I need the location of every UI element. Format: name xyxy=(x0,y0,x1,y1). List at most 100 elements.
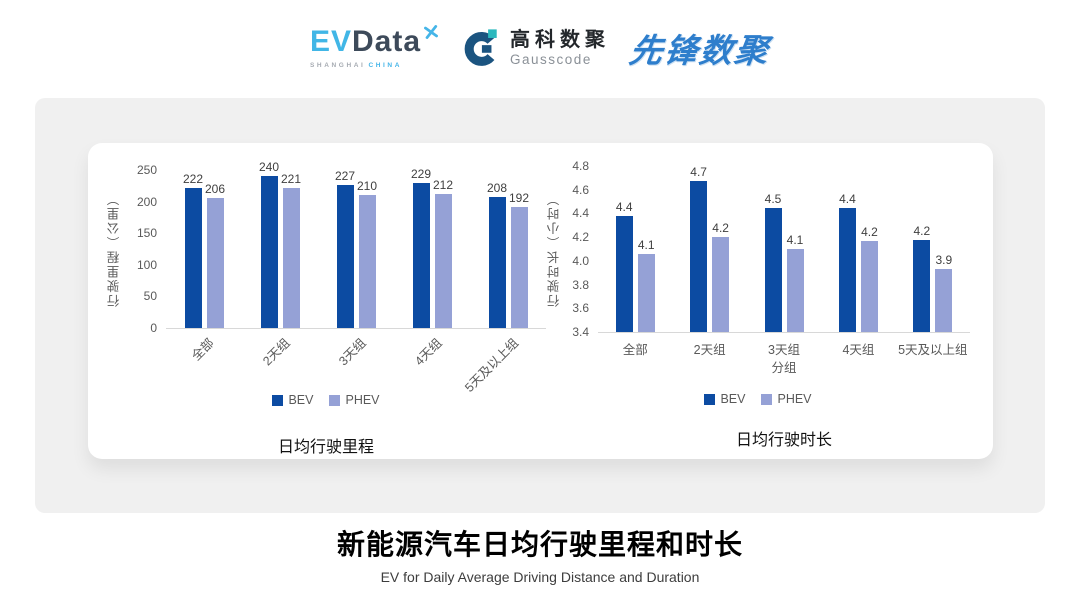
y-tick-label: 150 xyxy=(136,226,157,241)
y-tick-label: 4.8 xyxy=(572,159,589,173)
legend-swatch-phev xyxy=(329,394,341,406)
bar-bev: 4.5 xyxy=(764,193,782,332)
chart-panel: 行驶里程（公里） 250 200 150 100 50 0 222 206 240 221 227 21… xyxy=(35,98,1045,513)
y-tick-label: 4.2 xyxy=(572,230,589,245)
legend-swatch-bev xyxy=(272,394,284,406)
x-cell: 4天组 xyxy=(394,329,470,381)
bar-group: 222 206 xyxy=(166,170,242,328)
x-cell: 4天组 xyxy=(821,333,895,357)
legend: BEV PHEV xyxy=(106,393,546,407)
bar-rect-phev xyxy=(786,249,804,332)
y-axis-title: 行驶里程（公里） xyxy=(107,191,122,308)
bar-value-label: 208 xyxy=(486,180,508,195)
bar-bev: 229 xyxy=(411,168,431,328)
bar-rect-bev xyxy=(615,215,633,332)
x-cell: 5天及以上组 xyxy=(896,333,970,357)
bar-rect-bev xyxy=(690,181,708,332)
subtitle: EV for Daily Average Driving Distance an… xyxy=(380,569,700,585)
bar-value-label: 4.1 xyxy=(786,233,804,247)
bar-bev: 4.7 xyxy=(690,166,708,332)
evdata-subtitle-shanghai: SHANGHAI xyxy=(309,62,366,69)
bar-rect-bev xyxy=(488,196,506,328)
bar-value-label: 4.2 xyxy=(913,223,931,238)
bar-phev: 210 xyxy=(357,180,377,328)
bar-rect-phev xyxy=(282,188,300,328)
bar-value-label: 229 xyxy=(410,167,432,182)
y-tick-label: 3.4 xyxy=(572,325,589,339)
chart-body: 行驶里程（公里） 250 200 150 100 50 0 222 206 240 221 227 21… xyxy=(106,161,546,334)
bar-rect-phev xyxy=(358,195,376,328)
bar-phev: 4.1 xyxy=(786,234,804,332)
legend-label: BEV xyxy=(720,392,746,406)
bar-phev: 3.9 xyxy=(935,254,953,332)
bar-value-label: 4.4 xyxy=(839,191,856,206)
legend-swatch-bev xyxy=(704,393,716,405)
evdata-subtitle-china: CHINA xyxy=(368,62,403,69)
bar-group: 240 221 xyxy=(242,161,318,328)
bar-value-label: 3.9 xyxy=(935,253,953,268)
x-cell: 5天及以上组 xyxy=(462,329,546,395)
x-cell: 3天组 xyxy=(747,333,821,357)
legend-swatch-phev xyxy=(761,393,773,405)
legend-item: BEV xyxy=(272,393,313,407)
bar-value-label: 222 xyxy=(182,171,204,186)
y-axis-title: 行驶时长（小时） xyxy=(547,191,562,308)
x-tick-label: 全部 xyxy=(622,343,648,357)
x-cell: 全部 xyxy=(166,329,242,381)
gausscode-g-icon xyxy=(464,29,497,66)
x-cell: 3天组 xyxy=(318,329,394,381)
gausscode-logo: 高科数聚 Gausscode xyxy=(459,27,610,69)
chart-body: 行驶时长（小时） 4.8 4.6 4.4 4.2 4.0 3.8 3.6 3.4 4.4 4.1 4.… xyxy=(546,160,970,338)
y-axis: 250 200 150 100 50 0 xyxy=(122,164,166,334)
bar-phev: 192 xyxy=(509,192,529,328)
x-tick-label: 全部 xyxy=(189,335,217,364)
bar-value-label: 4.2 xyxy=(861,224,878,239)
evdata-logo-wordmark: EV Data xyxy=(310,25,439,58)
legend-label: PHEV xyxy=(777,392,812,406)
bar-value-label: 212 xyxy=(432,178,454,193)
duration-chart: 行驶时长（小时） 4.8 4.6 4.4 4.2 4.0 3.8 3.6 3.4 4.4 4.1 4.… xyxy=(546,160,970,459)
y-tick-label: 4.0 xyxy=(572,253,589,268)
x-cell: 2天组 xyxy=(242,329,318,381)
evdata-logo: EV Data SHANGHAI CHINA xyxy=(310,25,439,69)
chart-title: 日均行驶时长 xyxy=(735,432,832,449)
xianfeng-logo: 先锋数聚 xyxy=(627,32,773,69)
bar-value-label: 240 xyxy=(258,160,280,175)
bar-rect-phev xyxy=(510,206,528,328)
bar-group: 4.4 4.2 xyxy=(821,166,895,332)
bar-bev: 240 xyxy=(259,161,279,328)
bar-group: 4.2 3.9 xyxy=(896,166,970,332)
bar-phev: 212 xyxy=(433,179,453,328)
bar-value-label: 4.7 xyxy=(690,165,707,180)
chart-title: 日均行驶里程 xyxy=(277,439,374,456)
bar-rect-bev xyxy=(913,239,931,332)
bar-rect-phev xyxy=(712,237,730,332)
legend-label: PHEV xyxy=(345,393,380,407)
x-tick-label: 4天组 xyxy=(842,343,875,357)
evdata-logo-subtitle: SHANGHAI CHINA xyxy=(310,62,439,69)
legend-item: PHEV xyxy=(761,392,812,406)
plot-area: 222 206 240 221 227 210 229 212 208 192 xyxy=(166,161,546,329)
bar-phev: 4.1 xyxy=(637,239,655,332)
bar-rect-bev xyxy=(260,176,278,328)
gausscode-wordmark: 高科数聚 Gausscode xyxy=(510,29,610,67)
legend-label: BEV xyxy=(288,393,314,407)
bar-value-label: 4.1 xyxy=(637,237,655,252)
x-axis-title: 分组 xyxy=(771,361,797,375)
bar-value-label: 227 xyxy=(334,168,356,183)
y-tick-label: 50 xyxy=(143,289,157,304)
bar-bev: 4.4 xyxy=(838,193,856,332)
x-axis-labels: 全部 2天组 3天组 4天组 5天及以上组 xyxy=(598,333,970,357)
bar-rect-phev xyxy=(637,253,655,332)
main-title: 新能源汽车日均行驶里程和时长 xyxy=(336,529,743,560)
evdata-logo-data: Data xyxy=(352,25,422,58)
bar-phev: 206 xyxy=(205,183,225,328)
bar-phev: 221 xyxy=(281,173,301,328)
bar-value-label: 4.4 xyxy=(615,199,633,214)
x-axis-labels: 全部 2天组 3天组 4天组 5天及以上组 xyxy=(166,329,546,395)
bar-group: 208 192 xyxy=(470,170,546,328)
bar-value-label: 4.5 xyxy=(764,191,782,206)
bar-value-label: 221 xyxy=(280,172,302,187)
bar-phev: 4.2 xyxy=(712,222,730,332)
bar-value-label: 192 xyxy=(508,190,530,205)
